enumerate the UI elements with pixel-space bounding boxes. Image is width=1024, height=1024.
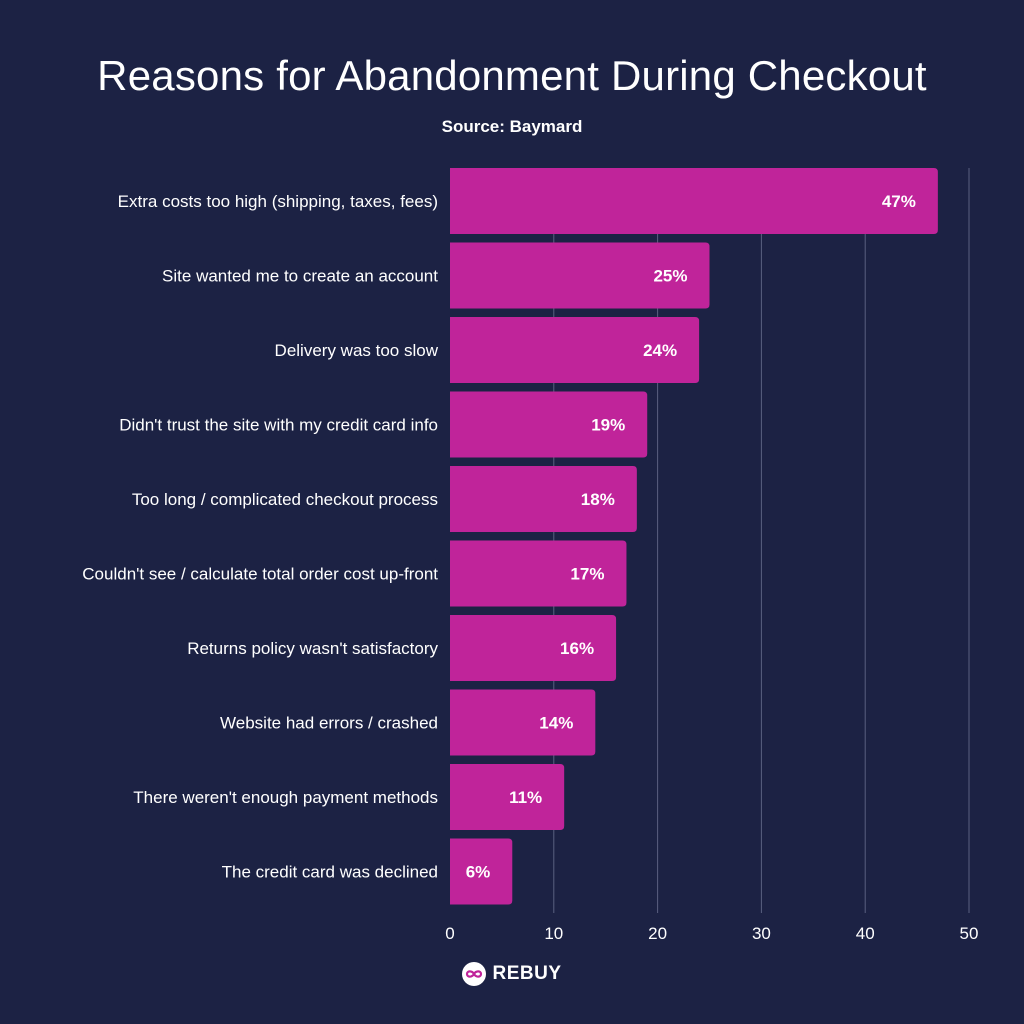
data-label: 6% — [466, 863, 491, 882]
bar — [450, 242, 710, 309]
category-label: Website had errors / crashed — [220, 714, 438, 733]
x-tick-label: 30 — [752, 924, 771, 943]
category-label: Returns policy wasn't satisfactory — [187, 639, 438, 658]
data-label: 25% — [653, 267, 687, 286]
data-label: 19% — [591, 416, 625, 435]
category-label: Too long / complicated checkout process — [132, 490, 438, 509]
category-label: The credit card was declined — [222, 863, 438, 882]
category-label: Didn't trust the site with my credit car… — [119, 416, 438, 435]
data-label: 11% — [509, 788, 542, 807]
bar — [450, 466, 637, 532]
brand-name: REBUY — [492, 963, 562, 984]
category-label: Couldn't see / calculate total order cos… — [82, 565, 438, 584]
data-label: 18% — [581, 490, 615, 509]
chart-title: Reasons for Abandonment During Checkout — [97, 52, 927, 99]
category-label: Delivery was too slow — [275, 341, 439, 360]
infinity-logo-icon — [462, 962, 487, 986]
x-tick-label: 20 — [648, 924, 667, 943]
data-label: 47% — [882, 192, 916, 211]
bar — [450, 764, 565, 830]
brand-footer: REBUY — [0, 962, 1024, 986]
x-tick-label: 50 — [960, 924, 979, 943]
chart-subtitle: Source: Baymard — [441, 117, 583, 136]
data-label: 14% — [539, 714, 573, 733]
x-tick-label: 10 — [544, 924, 563, 943]
category-label: Extra costs too high (shipping, taxes, f… — [118, 192, 438, 211]
bar — [450, 689, 596, 756]
category-label: There weren't enough payment methods — [133, 788, 438, 807]
bar — [450, 615, 617, 681]
x-tick-label: 0 — [445, 924, 454, 943]
bar — [450, 838, 513, 905]
x-tick-label: 40 — [856, 924, 875, 943]
data-label: 24% — [643, 341, 677, 360]
category-label: Site wanted me to create an account — [162, 267, 438, 286]
bar — [450, 391, 648, 458]
bar — [450, 540, 627, 607]
bar — [450, 168, 938, 234]
data-label: 17% — [570, 565, 604, 584]
data-label: 16% — [560, 639, 594, 658]
bar — [450, 317, 700, 383]
